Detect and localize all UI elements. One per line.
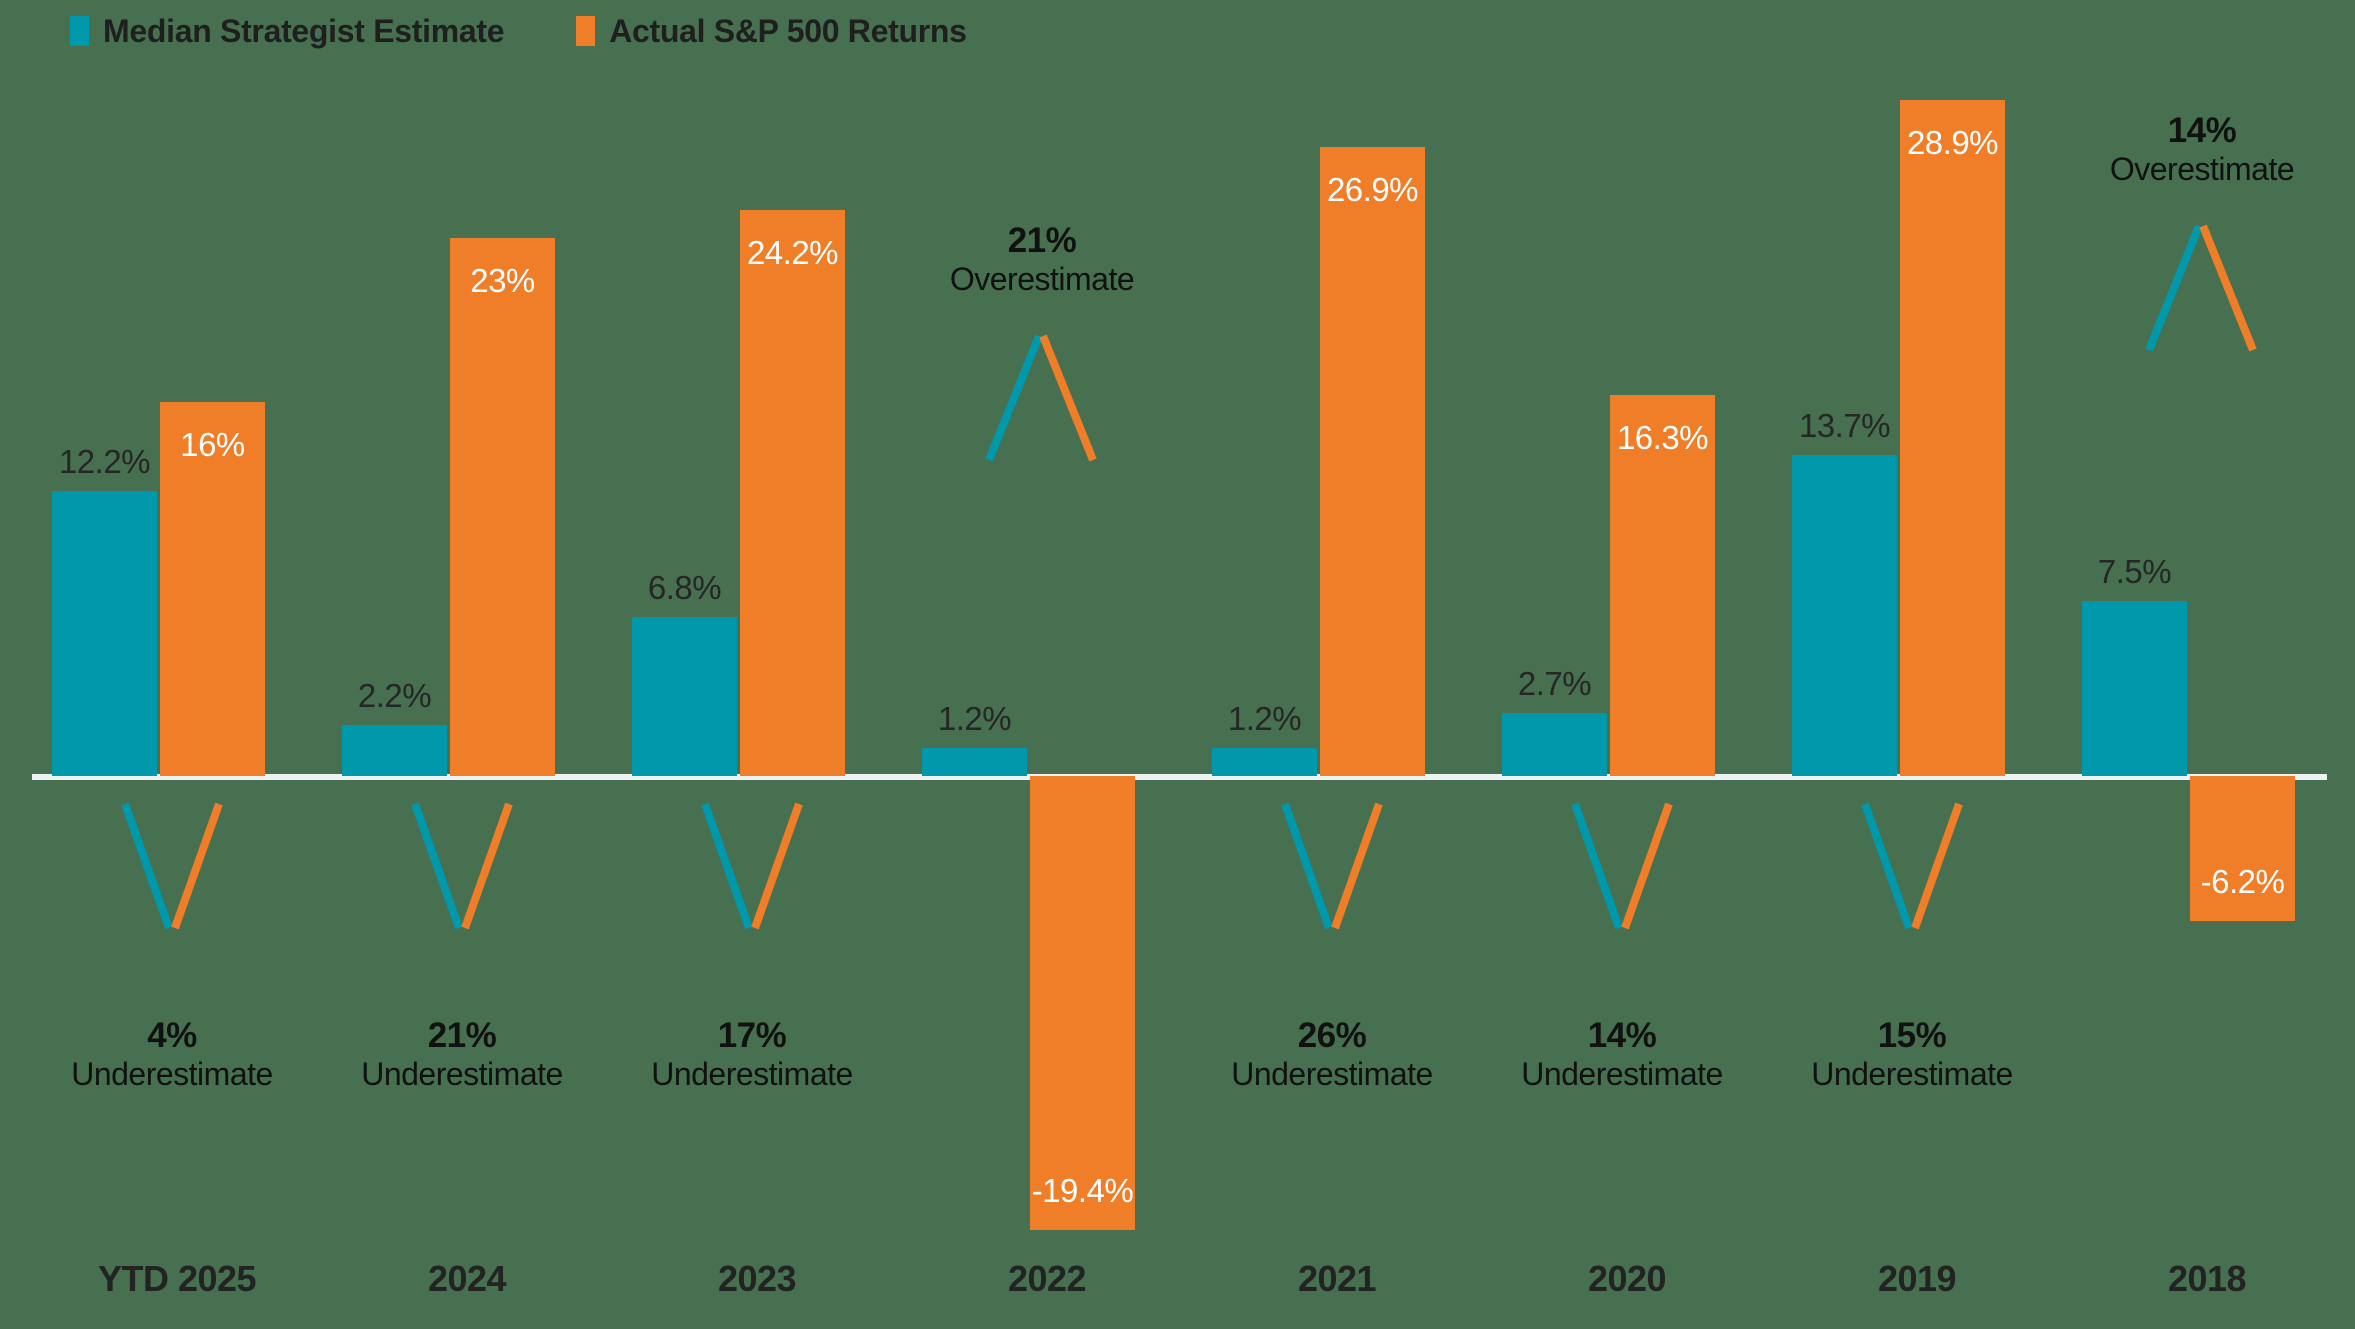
value-label-estimate-2024: 2.2% — [357, 676, 432, 714]
annotation-direction-label: Underestimate — [1521, 1056, 1723, 1093]
legend-swatch-teal-icon — [70, 16, 89, 46]
x-axis-label-ytd-2025: YTD 2025 — [97, 1258, 257, 1299]
value-label-estimate-2021: 1.2% — [1227, 699, 1302, 737]
bar-actual-2020[interactable] — [1610, 394, 1715, 776]
annotation-ytd-2025: 4% Underestimate — [12, 1015, 332, 1094]
legend-item-actual[interactable]: Actual S&P 500 Returns — [576, 12, 967, 50]
overestimate-caret-icon — [2145, 224, 2257, 352]
bar-actual-2022[interactable] — [1030, 776, 1135, 1230]
value-label-estimate-2023: 6.8% — [647, 568, 722, 606]
overestimate-caret-icon — [985, 334, 1097, 462]
bar-estimate-2020[interactable] — [1502, 712, 1607, 776]
annotation-direction-label: Overestimate — [2109, 151, 2295, 188]
value-label-actual-2019: 28.9% — [1906, 123, 1999, 161]
bar-estimate-2022[interactable] — [922, 747, 1027, 776]
legend-item-estimate[interactable]: Median Strategist Estimate — [70, 12, 505, 50]
x-axis-label-2019: 2019 — [1877, 1258, 1957, 1299]
annotation-2024: 21% Underestimate — [302, 1015, 622, 1094]
annotation-2023: 17% Underestimate — [592, 1015, 912, 1094]
annotation-percent: 14% — [1587, 1016, 1657, 1055]
value-label-estimate-2018: 7.5% — [2097, 552, 2172, 590]
annotation-percent: 15% — [1877, 1016, 1947, 1055]
bar-estimate-ytd-2025[interactable] — [52, 490, 157, 776]
bar-actual-2021[interactable] — [1320, 146, 1425, 776]
bar-actual-2023[interactable] — [740, 209, 845, 776]
x-axis-label-2024: 2024 — [427, 1258, 507, 1299]
annotation-percent: 26% — [1297, 1016, 1367, 1055]
zero-baseline — [32, 774, 2327, 780]
value-label-actual-2024: 23% — [470, 261, 535, 299]
value-label-actual-2018: -6.2% — [2200, 863, 2285, 901]
underestimate-vee-icon — [1861, 802, 1963, 930]
legend-label-actual: Actual S&P 500 Returns — [609, 12, 967, 49]
value-label-estimate-ytd-2025: 12.2% — [58, 442, 151, 480]
x-axis-label-2023: 2023 — [717, 1258, 797, 1299]
bar-actual-ytd-2025[interactable] — [160, 401, 265, 776]
annotation-percent: 14% — [2167, 111, 2237, 150]
annotation-2021: 26% Underestimate — [1172, 1015, 1492, 1094]
underestimate-vee-icon — [121, 802, 223, 930]
bar-estimate-2021[interactable] — [1212, 747, 1317, 776]
value-label-estimate-2019: 13.7% — [1798, 407, 1891, 445]
annotation-direction-label: Underestimate — [651, 1056, 853, 1093]
bar-estimate-2018[interactable] — [2082, 600, 2187, 776]
bar-actual-2018[interactable] — [2190, 776, 2295, 922]
annotation-direction-label: Underestimate — [71, 1056, 273, 1093]
underestimate-vee-icon — [1281, 802, 1383, 930]
annotation-2022: 21% Overestimate — [882, 220, 1202, 299]
bar-actual-2019[interactable] — [1900, 99, 2005, 776]
x-axis-label-2021: 2021 — [1297, 1258, 1377, 1299]
value-label-actual-2023: 24.2% — [746, 233, 839, 271]
annotation-percent: 4% — [147, 1016, 197, 1055]
annotation-percent: 21% — [1007, 221, 1077, 260]
x-axis-label-2020: 2020 — [1587, 1258, 1667, 1299]
underestimate-vee-icon — [1571, 802, 1673, 930]
bar-estimate-2023[interactable] — [632, 616, 737, 776]
x-axis-label-2018: 2018 — [2167, 1258, 2247, 1299]
value-label-actual-ytd-2025: 16% — [180, 425, 245, 463]
x-axis-label-2022: 2022 — [1007, 1258, 1087, 1299]
annotation-2020: 14% Underestimate — [1462, 1015, 1782, 1094]
annotation-direction-label: Underestimate — [1231, 1056, 1433, 1093]
legend-swatch-orange-icon — [576, 16, 596, 46]
annotation-percent: 17% — [717, 1016, 787, 1055]
value-label-estimate-2022: 1.2% — [937, 699, 1012, 737]
legend-label-estimate: Median Strategist Estimate — [103, 12, 505, 49]
value-label-actual-2020: 16.3% — [1616, 418, 1709, 456]
chart-legend: Median Strategist Estimate Actual S&P 50… — [70, 8, 967, 54]
annotation-2019: 15% Underestimate — [1752, 1015, 2072, 1094]
annotation-2018: 14% Overestimate — [2042, 110, 2355, 189]
bar-estimate-2019[interactable] — [1792, 455, 1897, 776]
value-label-actual-2021: 26.9% — [1326, 170, 1419, 208]
underestimate-vee-icon — [411, 802, 513, 930]
bar-actual-2024[interactable] — [450, 237, 555, 776]
bar-estimate-2024[interactable] — [342, 724, 447, 776]
annotation-direction-label: Overestimate — [949, 261, 1135, 298]
annotation-direction-label: Underestimate — [361, 1056, 563, 1093]
annotation-direction-label: Underestimate — [1811, 1056, 2013, 1093]
annotation-percent: 21% — [427, 1016, 497, 1055]
underestimate-vee-icon — [701, 802, 803, 930]
value-label-estimate-2020: 2.7% — [1517, 664, 1592, 702]
value-label-actual-2022: -19.4% — [1031, 1171, 1134, 1209]
